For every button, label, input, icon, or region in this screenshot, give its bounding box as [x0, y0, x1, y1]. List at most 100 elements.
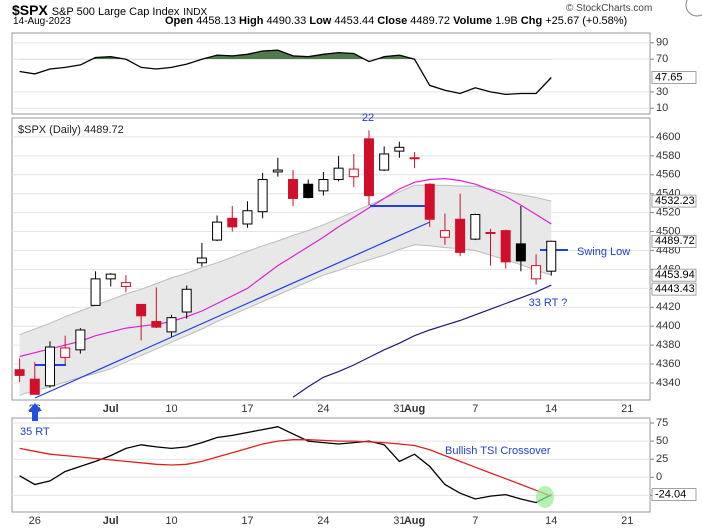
quote-value: 4458.13: [196, 15, 236, 27]
annotation: Bullish TSI Crossover: [445, 445, 551, 457]
candle-body: [75, 329, 86, 351]
y-tick-label: 4500: [656, 225, 680, 237]
candle-body: [348, 168, 359, 178]
quote-label: Open: [165, 15, 194, 27]
close-value-box: [651, 234, 697, 248]
candle-body: [531, 265, 542, 280]
x-tick-label: Aug: [404, 515, 425, 527]
quote-value: 4490.33: [266, 15, 307, 27]
x-tick-label: 21: [621, 403, 633, 415]
x-tick-label: 17: [241, 403, 253, 415]
candle-body: [120, 282, 131, 287]
last-value-label: 47.65: [655, 71, 683, 83]
y-tick-label: 4380: [656, 339, 680, 351]
close-value: 4489.72: [655, 235, 695, 247]
candle-body: [90, 278, 101, 306]
y-tick-label: 75: [656, 417, 668, 429]
x-tick-label: 10: [165, 515, 177, 527]
candle-body: [515, 243, 526, 262]
y-tick-label: 70: [656, 53, 668, 65]
last-value-label: -24.04: [655, 489, 686, 501]
candle-body: [333, 167, 344, 181]
moving-average: [292, 284, 552, 398]
x-tick-label: Aug: [404, 403, 425, 415]
band-upper-value-box: [651, 194, 697, 208]
candle-body: [470, 214, 481, 240]
candle-body: [485, 232, 496, 235]
y-tick-label: 50: [656, 435, 668, 447]
y-tick-label: 4560: [656, 169, 680, 181]
index-name: S&P 500 Large Cap Index: [51, 6, 180, 18]
annotation: 33 RT ?: [529, 297, 568, 309]
candle-body: [227, 217, 238, 228]
x-tick-label: 26: [29, 515, 41, 527]
band-upper-value: 4532.23: [655, 195, 695, 207]
quote-label: High: [239, 15, 264, 27]
y-tick-label: 25: [656, 453, 668, 465]
candle-body: [363, 138, 374, 197]
x-tick-label: 7: [472, 403, 478, 415]
moving-average: [19, 177, 552, 358]
ma-value-box: [651, 282, 697, 296]
x-tick-label: 10: [165, 403, 177, 415]
indicator-line: [19, 426, 552, 504]
y-tick-label: 4360: [656, 358, 680, 370]
candle-body: [424, 183, 435, 220]
crossover-highlight: [536, 486, 554, 508]
price-panel: [11, 117, 651, 401]
x-tick-label: Jul: [103, 515, 119, 527]
rsi-panel: [11, 32, 651, 115]
x-tick-label: Jul: [103, 403, 119, 415]
x-tick-label: 21: [621, 515, 633, 527]
candle-body: [242, 210, 253, 225]
annotation: 35 RT: [20, 426, 50, 438]
candle-body: [212, 221, 223, 241]
band-area: [19, 185, 552, 396]
tsi-panel: [11, 417, 651, 513]
candle-body: [303, 183, 314, 198]
candle-body: [257, 179, 268, 213]
quote-label: Close: [377, 15, 408, 27]
band-lower-value: 4453.94: [655, 269, 695, 281]
arrow: [28, 403, 42, 421]
y-tick-label: 4420: [656, 301, 680, 313]
quote-line: Open 4458.13 High 4490.33 Low 4453.44 Cl…: [165, 15, 627, 27]
candle-body: [394, 146, 405, 152]
candle-body: [318, 179, 329, 192]
menu-button[interactable]: [685, 0, 702, 17]
candle-body: [196, 257, 207, 264]
ma-value: 4443.43: [655, 283, 695, 295]
x-tick-label: 31: [393, 403, 405, 415]
x-tick-label: 31: [393, 515, 405, 527]
candle-body: [14, 369, 25, 376]
y-tick-label: 4520: [656, 207, 680, 219]
symbol: $SPX: [12, 2, 48, 18]
header-symbol: $SPX S&P 500 Large Cap Index INDX: [12, 2, 207, 18]
quote-label: Volume: [453, 15, 493, 27]
candle-body: [166, 317, 177, 333]
x-tick-label: 7: [472, 515, 478, 527]
candle-body: [136, 303, 147, 317]
y-tick-label: 0: [656, 471, 662, 483]
x-tick-label: 17: [241, 515, 253, 527]
candle-body: [409, 157, 420, 160]
candle-body: [288, 179, 299, 199]
y-tick-label: 30: [656, 86, 668, 98]
x-tick-label: 24: [317, 403, 329, 415]
y-tick-label: 4600: [656, 131, 680, 143]
x-tick-label: 14: [545, 403, 557, 415]
candle-body: [44, 346, 55, 387]
quote-value: 4453.44: [334, 15, 375, 27]
panel-title: $SPX (Daily) 4489.72: [18, 124, 124, 136]
candle-body: [546, 240, 557, 272]
candle-body: [60, 347, 71, 358]
x-tick-label: 14: [545, 515, 557, 527]
indicator-line: [19, 439, 552, 497]
candle-body: [105, 273, 116, 280]
exchange: INDX: [183, 7, 208, 18]
last-value-label-box: [651, 488, 697, 501]
credit: © StockCharts.com: [566, 3, 653, 14]
x-tick-label: 24: [317, 515, 329, 527]
candle-body: [439, 230, 450, 238]
